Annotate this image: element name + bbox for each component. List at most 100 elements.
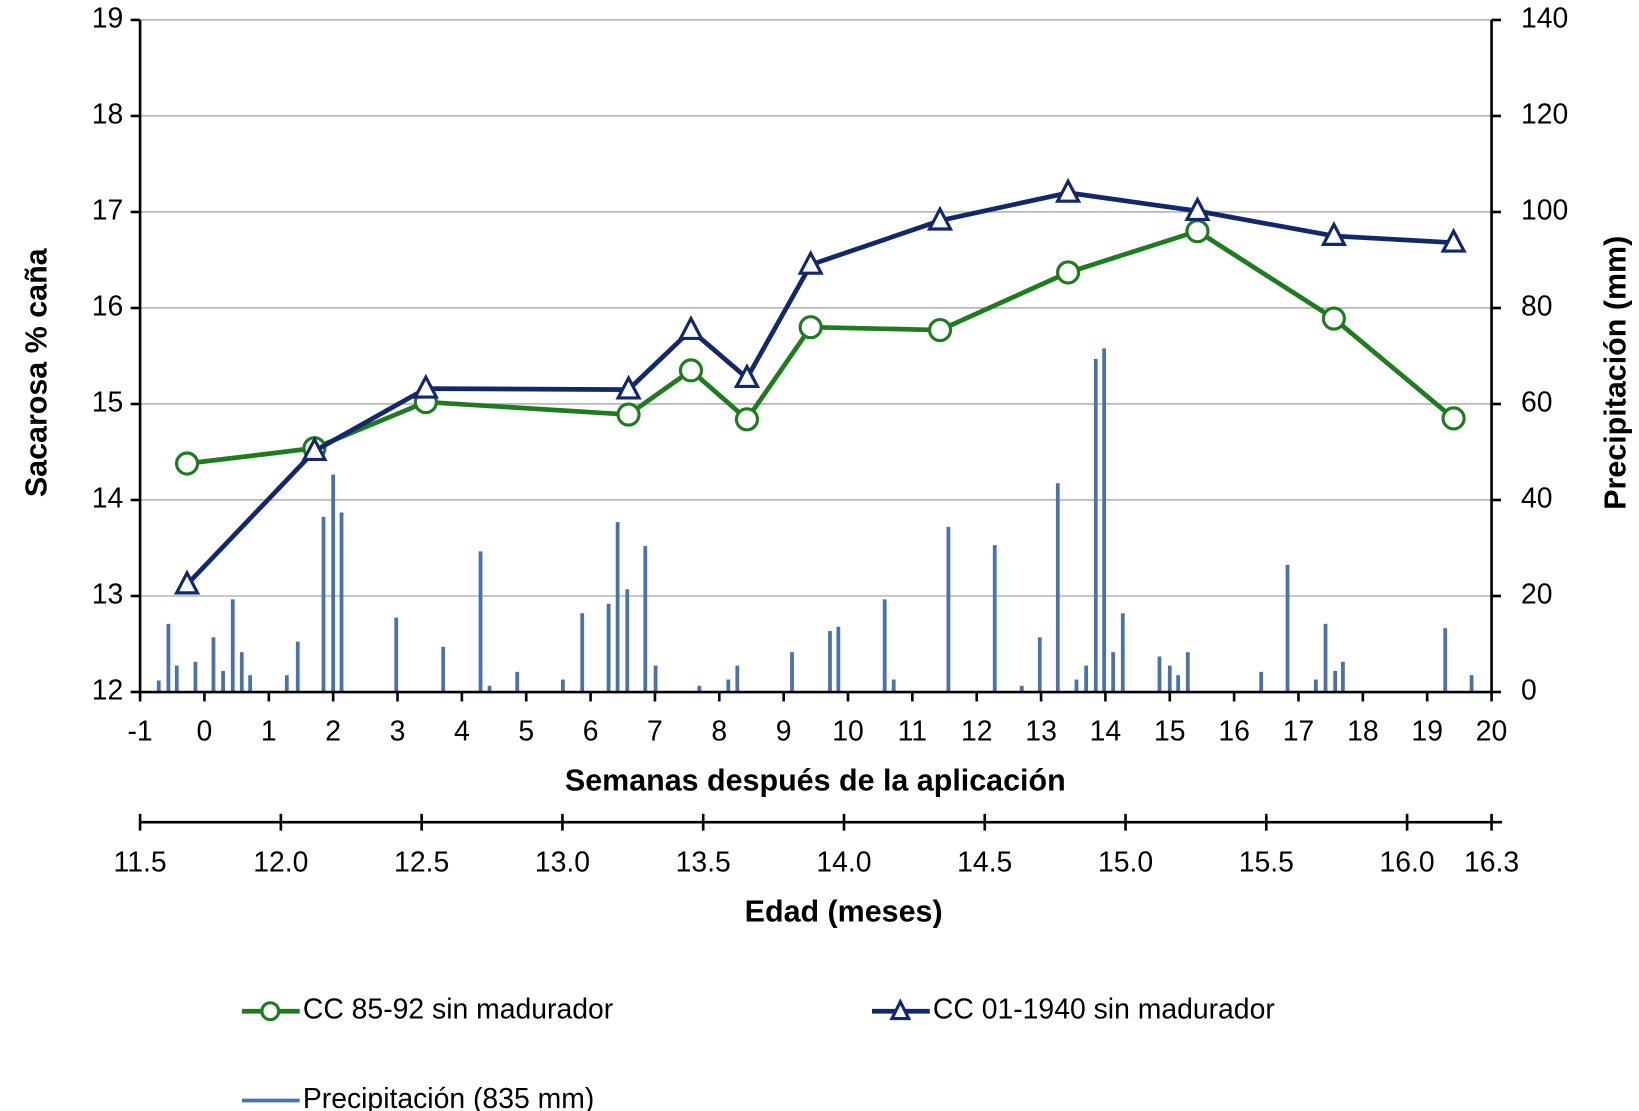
x-tick-label: 3 <box>390 715 406 747</box>
legend-label: Precipitación (835 mm) <box>303 1083 594 1111</box>
precip-bar <box>1185 652 1190 693</box>
y-tick-label: 15 <box>92 386 124 418</box>
point-marker <box>301 436 328 462</box>
point-marker <box>1185 219 1210 244</box>
x-tick-label: 19 <box>1411 715 1443 747</box>
precip-bar <box>1102 348 1107 693</box>
x2-axis-title: Edad (meses) <box>745 895 943 929</box>
precip-bar <box>478 551 483 693</box>
x2-tick-label: 14.0 <box>816 847 871 879</box>
precip-bar <box>1323 623 1328 693</box>
y-tick-label: 14 <box>92 482 124 514</box>
point-marker <box>1321 306 1346 331</box>
precip-bar <box>561 679 565 693</box>
point-marker <box>926 205 954 231</box>
precip-bar <box>441 646 446 693</box>
precip-bar <box>321 516 326 693</box>
precip-bar <box>580 613 585 693</box>
y2-tick-label: 140 <box>1521 2 1568 34</box>
point-marker <box>1056 260 1081 285</box>
point-marker <box>734 407 760 432</box>
point-marker <box>615 374 642 400</box>
y2-tick-label: 20 <box>1521 578 1553 610</box>
x-tick-label: 12 <box>961 715 993 747</box>
x-tick-label: 20 <box>1476 715 1508 747</box>
legend-marker <box>260 1001 281 1022</box>
precip-bar <box>1093 358 1098 693</box>
x-tick-label: 14 <box>1090 715 1122 747</box>
point-marker <box>412 373 439 399</box>
precip-bar <box>1157 656 1162 693</box>
point-marker <box>677 315 705 341</box>
precip-bar <box>882 599 887 693</box>
y2-tick-label: 0 <box>1521 674 1537 706</box>
x-tick-label: 5 <box>518 715 534 747</box>
series-line <box>185 190 1454 587</box>
y2-tick-label: 60 <box>1521 386 1553 418</box>
precip-bar <box>166 623 171 693</box>
precip-bar <box>1120 613 1125 693</box>
point-marker <box>733 363 761 389</box>
precip-bar <box>295 641 300 693</box>
y-tick-label: 12 <box>92 674 124 706</box>
x-tick-label: 16 <box>1218 715 1250 747</box>
x2-tick-label: 15.0 <box>1098 847 1153 879</box>
legend-marker <box>889 998 912 1021</box>
precip-bar <box>992 545 997 693</box>
precip-bar <box>284 675 289 693</box>
precip-bar <box>1341 661 1345 693</box>
precip-bar <box>1055 483 1060 693</box>
precip-bar <box>653 665 658 693</box>
point-marker <box>798 315 823 340</box>
precip-bar <box>1176 675 1181 693</box>
x-tick-label: 17 <box>1283 715 1315 747</box>
x-tick-label: 0 <box>197 715 213 747</box>
precip-bar <box>946 526 951 693</box>
x2-tick-label: 16.0 <box>1380 847 1435 879</box>
x2-tick-label: 14.5 <box>957 847 1012 879</box>
precip-bar <box>625 589 630 693</box>
precip-bar <box>248 675 253 693</box>
x2-tick-label: 12.0 <box>253 847 308 879</box>
point-marker <box>173 569 201 595</box>
precip-bar <box>836 626 841 693</box>
precip-bar <box>1469 675 1474 693</box>
legend-label: CC 85-92 sin madurador <box>303 994 613 1026</box>
x-tick-label: 4 <box>454 715 470 747</box>
x-tick-label: 9 <box>776 715 792 747</box>
x2-tick-label: 13.5 <box>676 847 731 879</box>
point-marker <box>1054 177 1082 203</box>
x-tick-label: 11 <box>898 715 927 747</box>
y-tick-label: 17 <box>92 194 124 226</box>
x-tick-label: 8 <box>711 715 727 747</box>
precip-bar <box>1084 665 1089 693</box>
precip-bar <box>1443 628 1448 693</box>
precip-bar <box>1019 685 1024 693</box>
precip-bar <box>726 679 731 693</box>
precip-bar <box>1313 679 1318 693</box>
y-tick-label: 13 <box>92 578 124 610</box>
precip-bar <box>156 680 161 693</box>
y-tick-label: 16 <box>92 290 124 322</box>
precip-bar <box>515 671 520 693</box>
y2-tick-label: 120 <box>1521 98 1568 130</box>
precip-bar <box>697 685 702 693</box>
legend-label: CC 01-1940 sin madurador <box>933 994 1275 1026</box>
x-tick-label: 2 <box>325 715 341 747</box>
precip-bar <box>394 617 399 693</box>
precip-bar <box>643 546 648 693</box>
point-marker <box>927 317 953 343</box>
point-marker <box>1184 196 1211 221</box>
precip-bar <box>1167 665 1172 693</box>
precip-bar <box>790 652 794 693</box>
precip-bar <box>1074 679 1079 693</box>
precip-bar <box>174 665 179 693</box>
point-marker <box>1440 227 1467 253</box>
x-tick-label: 15 <box>1154 715 1186 747</box>
point-marker <box>1441 406 1466 431</box>
x-axis-title: Semanas después de la aplicación <box>565 763 1066 797</box>
precip-bar <box>193 661 198 693</box>
point-marker <box>1320 221 1347 246</box>
